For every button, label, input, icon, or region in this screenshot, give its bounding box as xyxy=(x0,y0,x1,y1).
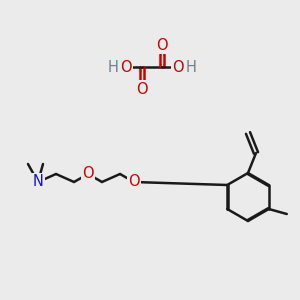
Text: O: O xyxy=(136,82,148,97)
Text: O: O xyxy=(156,38,168,52)
Text: H: H xyxy=(108,59,118,74)
Text: H: H xyxy=(186,59,196,74)
Text: O: O xyxy=(128,175,140,190)
Text: N: N xyxy=(33,175,44,190)
Text: O: O xyxy=(172,59,184,74)
Text: O: O xyxy=(120,59,132,74)
Text: O: O xyxy=(82,167,94,182)
